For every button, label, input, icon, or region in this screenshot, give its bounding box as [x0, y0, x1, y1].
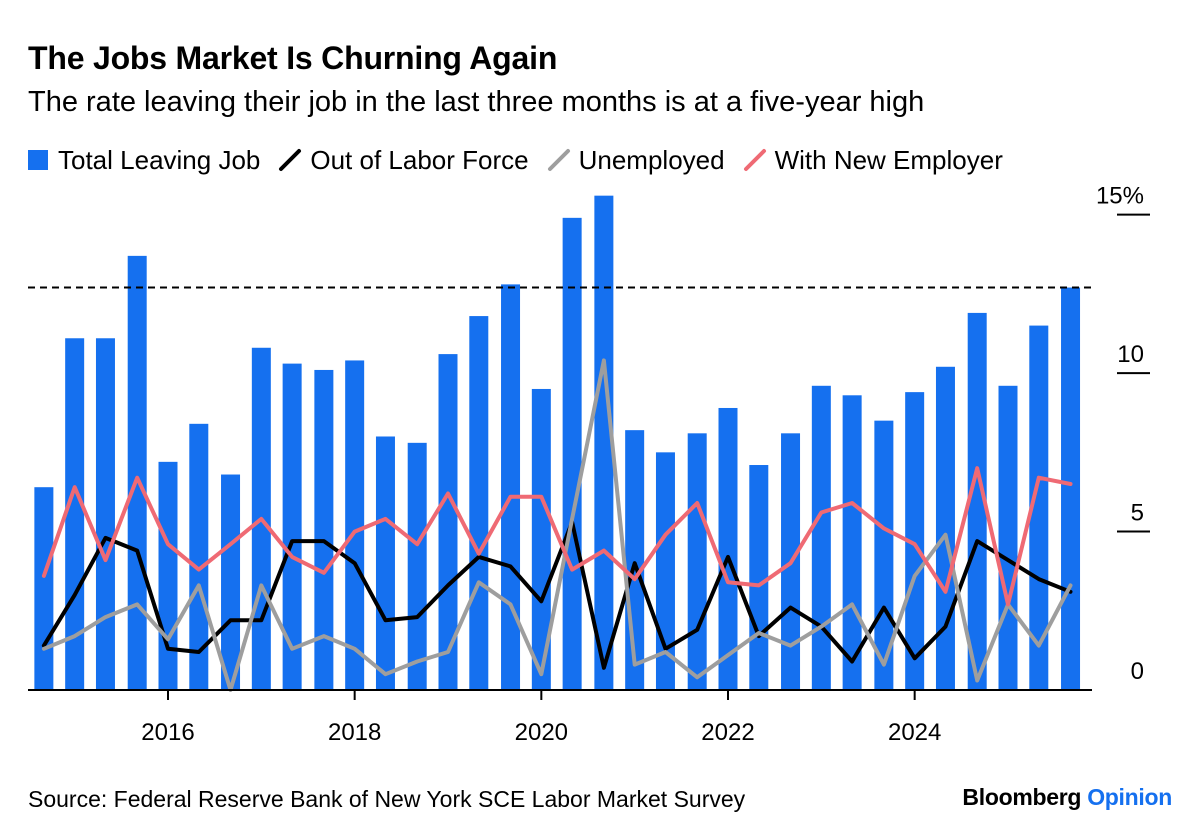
series-line-unemployed [41, 358, 1073, 692]
bar-total-leaving-job [345, 360, 365, 690]
x-tick-label: 2018 [328, 719, 381, 746]
legend-swatch-unemployed [547, 149, 570, 171]
bar-total-leaving-job [594, 195, 614, 690]
legend-item-out-of-labor-force: Out of Labor Force [278, 144, 529, 176]
legend-label-total-leaving-job: Total Leaving Job [58, 144, 261, 175]
bar-total-leaving-job [1029, 325, 1049, 690]
legend-swatch-total-leaving-job [28, 150, 48, 170]
source-note: Source: Federal Reserve Bank of New York… [28, 786, 746, 812]
bar-total-leaving-job [158, 461, 178, 690]
bar-total-leaving-job [998, 385, 1018, 690]
bar-total-leaving-job [127, 255, 147, 691]
bar-total-leaving-job [1061, 287, 1081, 690]
bar-total-leaving-job [314, 369, 334, 690]
legend-swatch-with-new-employer [743, 149, 766, 171]
legend-swatch-out-of-labor-force [279, 149, 302, 171]
bar-total-leaving-job [407, 442, 427, 690]
bar-total-leaving-job [189, 423, 209, 690]
brand-opinion: Opinion [1087, 784, 1172, 810]
bar-total-leaving-job [967, 312, 987, 690]
y-tick-label: 15% [1096, 183, 1144, 210]
legend-item-total-leaving-job: Total Leaving Job [28, 145, 260, 176]
chart-subtitle: The rate leaving their job in the last t… [28, 86, 925, 118]
y-tick-label: 5 [1131, 500, 1144, 527]
bar-total-leaving-job [842, 395, 862, 690]
bar-total-leaving-job [469, 316, 489, 690]
bar-total-leaving-job [935, 366, 955, 690]
bar-total-leaving-job [718, 407, 738, 690]
legend-label-with-new-employer: With New Employer [774, 144, 1003, 175]
bar-total-leaving-job [874, 420, 894, 690]
bar-total-leaving-job [811, 385, 831, 690]
legend-item-unemployed: Unemployed [547, 145, 725, 176]
bar-total-leaving-job [562, 217, 582, 690]
x-tick-label: 2024 [888, 719, 941, 746]
bar-total-leaving-job [95, 338, 115, 690]
bar-total-leaving-job [221, 474, 241, 690]
legend: Total Leaving Job Out of Labor Force Une… [28, 143, 1021, 177]
bar-total-leaving-job [531, 388, 551, 690]
chart-title: The Jobs Market Is Churning Again [28, 40, 558, 76]
legend-label-unemployed: Unemployed [578, 144, 725, 175]
x-tick-label: 2020 [515, 719, 568, 746]
bar-total-leaving-job [905, 392, 925, 690]
bar-total-leaving-job [375, 436, 395, 690]
brand-bloomberg: Bloomberg [962, 784, 1082, 810]
x-tick-label: 2016 [141, 719, 194, 746]
series-line-with-new-employer [41, 466, 1073, 607]
legend-item-with-new-employer: With New Employer [743, 145, 1003, 176]
bar-total-leaving-job [34, 487, 54, 690]
bar-total-leaving-job [687, 433, 707, 690]
legend-label-out-of-labor-force: Out of Labor Force [310, 144, 529, 175]
bar-total-leaving-job [749, 465, 769, 690]
x-tick-label: 2022 [701, 719, 754, 746]
bar-total-leaving-job [438, 354, 458, 690]
bar-total-leaving-job [501, 284, 521, 690]
brand-logo: Bloomberg Opinion [962, 784, 1172, 811]
bar-total-leaving-job [282, 363, 302, 690]
y-tick-label: 10 [1117, 341, 1144, 368]
y-tick-label: 0 [1131, 658, 1144, 685]
